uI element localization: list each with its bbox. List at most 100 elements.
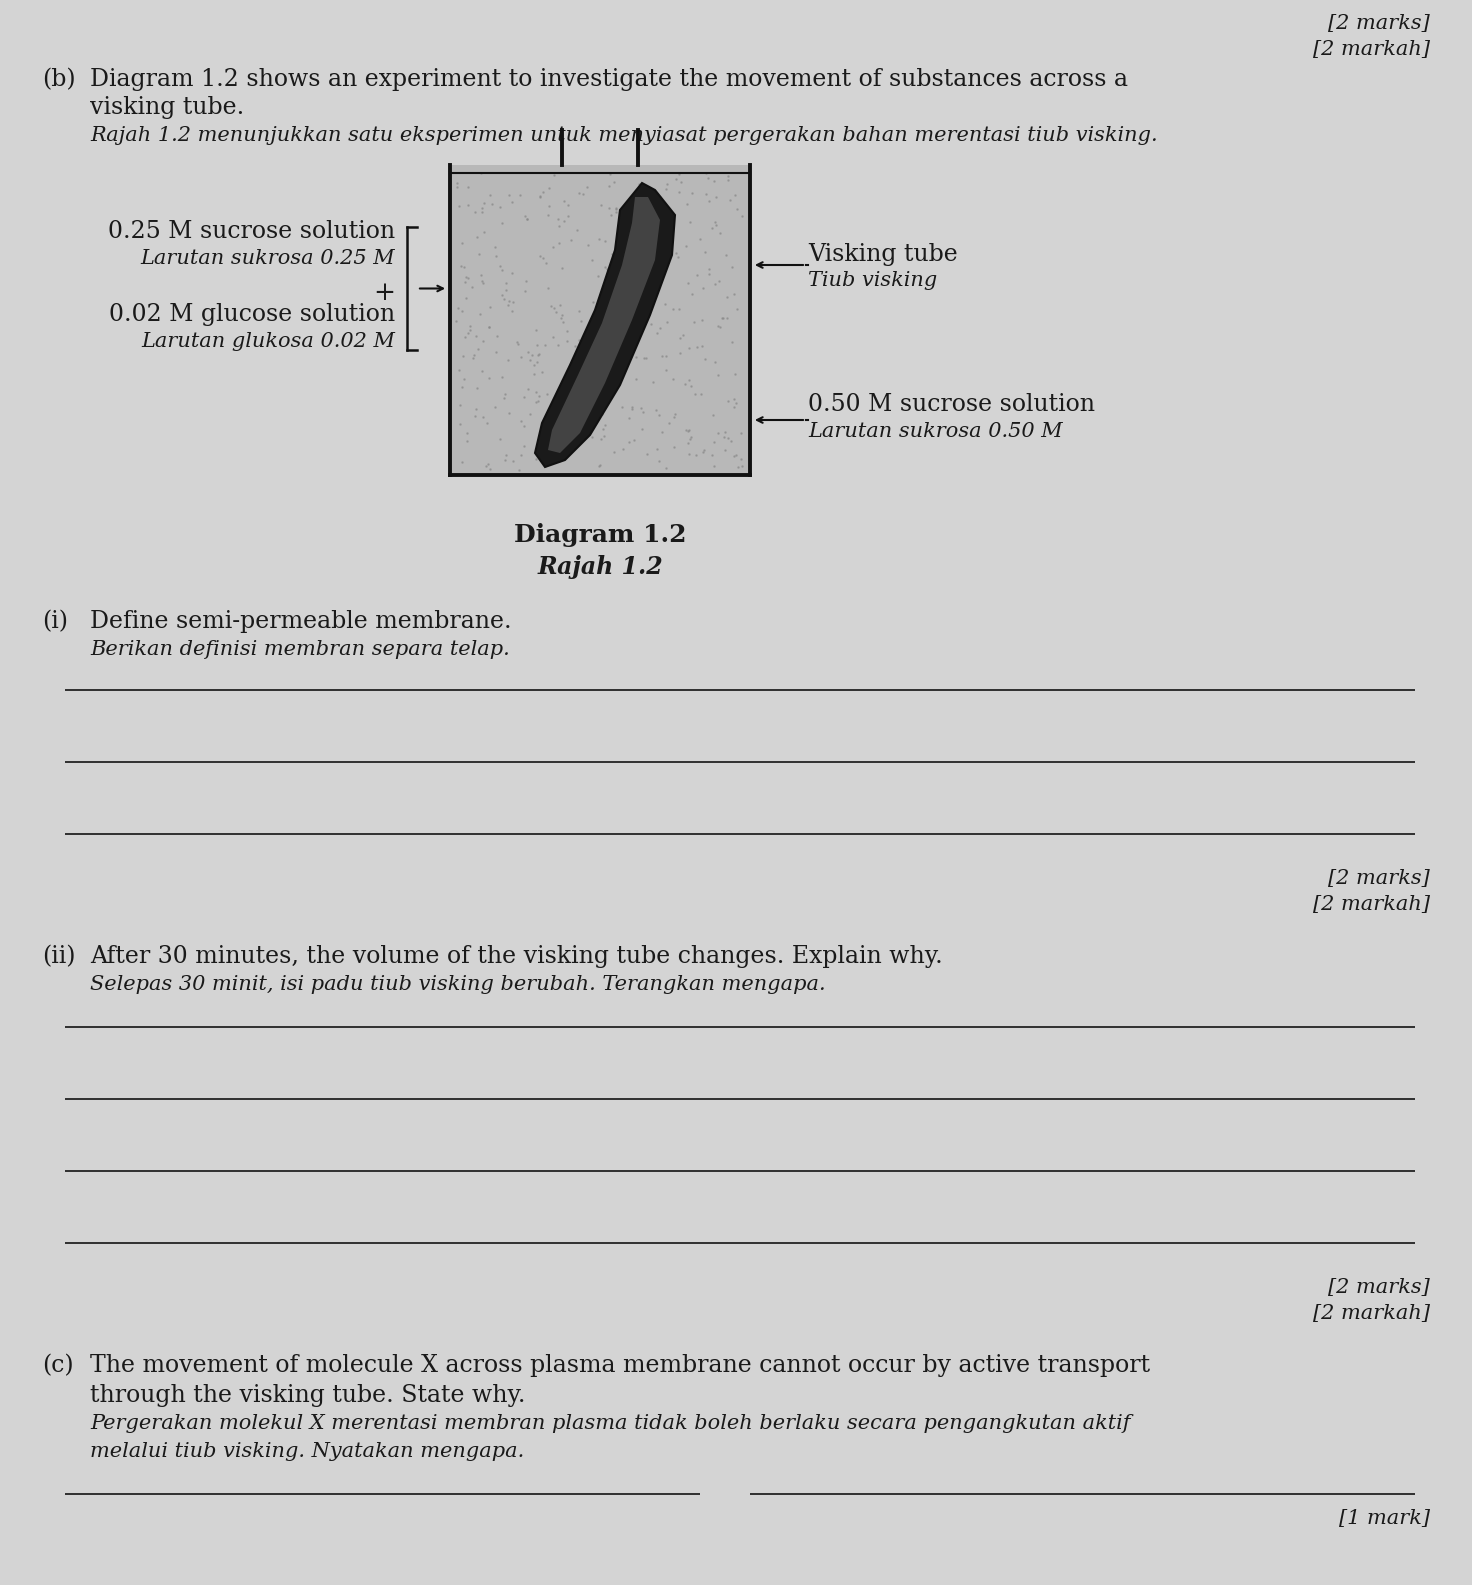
Point xyxy=(595,255,618,281)
Point xyxy=(692,439,715,464)
Point xyxy=(604,197,627,222)
Point xyxy=(698,189,721,214)
Point xyxy=(618,430,642,455)
Point xyxy=(604,200,627,225)
Point xyxy=(453,325,477,350)
Point xyxy=(450,374,474,399)
Point xyxy=(645,266,668,292)
Point xyxy=(478,293,502,319)
Point xyxy=(677,442,701,468)
Point xyxy=(674,190,698,216)
Point xyxy=(527,341,551,366)
Point xyxy=(498,182,521,208)
Point xyxy=(696,165,720,190)
Point xyxy=(484,243,508,268)
Point xyxy=(680,181,704,206)
Point xyxy=(514,279,537,304)
Point xyxy=(473,190,496,216)
Point xyxy=(614,317,637,342)
Point xyxy=(655,171,679,197)
Text: Diagram 1.2: Diagram 1.2 xyxy=(514,523,686,547)
Point xyxy=(664,241,687,266)
Point xyxy=(462,346,486,371)
Point xyxy=(683,380,707,406)
Point xyxy=(590,401,614,426)
Point xyxy=(450,344,474,369)
Point xyxy=(601,258,624,284)
Point xyxy=(571,182,595,208)
Point xyxy=(530,358,553,384)
Point xyxy=(621,265,645,290)
Point xyxy=(651,344,674,369)
Point xyxy=(493,447,517,472)
Point xyxy=(639,198,662,223)
Point xyxy=(689,227,712,252)
Point xyxy=(546,333,570,358)
Point xyxy=(537,441,561,466)
Point xyxy=(695,160,718,185)
Point xyxy=(537,176,561,201)
Point xyxy=(593,412,617,437)
Point xyxy=(658,203,682,228)
Point xyxy=(602,170,626,195)
Point xyxy=(464,404,487,430)
Point xyxy=(605,195,629,220)
Text: (ii): (ii) xyxy=(43,945,75,968)
Point xyxy=(578,328,602,353)
Point xyxy=(490,282,514,307)
Point xyxy=(715,163,739,189)
Point xyxy=(643,398,667,423)
Point xyxy=(484,395,508,420)
Point xyxy=(562,406,586,431)
Point xyxy=(674,233,698,258)
Point xyxy=(453,285,477,311)
Point xyxy=(724,390,748,415)
Point xyxy=(654,176,677,201)
Point xyxy=(512,434,536,460)
Point xyxy=(621,396,645,422)
Point xyxy=(471,271,495,296)
Point xyxy=(718,428,742,453)
Point xyxy=(456,320,480,346)
Point xyxy=(489,426,512,452)
Text: 0.02 M glucose solution: 0.02 M glucose solution xyxy=(109,303,394,327)
Point xyxy=(449,254,473,279)
Point xyxy=(615,263,639,288)
Point xyxy=(570,307,593,333)
Point xyxy=(671,322,695,347)
Point xyxy=(447,393,471,418)
Point xyxy=(493,385,517,411)
Text: The movement of molecule X across plasma membrane cannot occur by active transpo: The movement of molecule X across plasma… xyxy=(90,1354,1150,1377)
Point xyxy=(542,426,565,452)
Point xyxy=(542,323,565,349)
Point xyxy=(456,192,480,217)
Point xyxy=(456,265,480,290)
Point xyxy=(450,300,474,325)
Point xyxy=(562,333,586,358)
Point xyxy=(551,255,574,281)
Point xyxy=(676,271,699,296)
Point xyxy=(549,293,573,319)
Point xyxy=(661,296,684,322)
Point xyxy=(693,239,717,265)
Point xyxy=(602,380,626,406)
Point xyxy=(707,314,730,339)
Point xyxy=(630,415,654,441)
Point xyxy=(467,336,490,361)
Point xyxy=(667,179,690,204)
Point xyxy=(682,309,705,334)
Point xyxy=(627,198,651,223)
Point xyxy=(723,182,746,208)
Point xyxy=(452,255,475,281)
Point xyxy=(473,219,496,244)
Point xyxy=(587,227,611,252)
Point xyxy=(626,233,649,258)
Point xyxy=(695,181,718,206)
Point xyxy=(593,228,617,254)
Point xyxy=(633,346,657,371)
Point xyxy=(729,420,752,445)
Point xyxy=(692,437,715,463)
Point xyxy=(517,339,540,365)
Point xyxy=(717,168,740,193)
Point xyxy=(593,254,617,279)
